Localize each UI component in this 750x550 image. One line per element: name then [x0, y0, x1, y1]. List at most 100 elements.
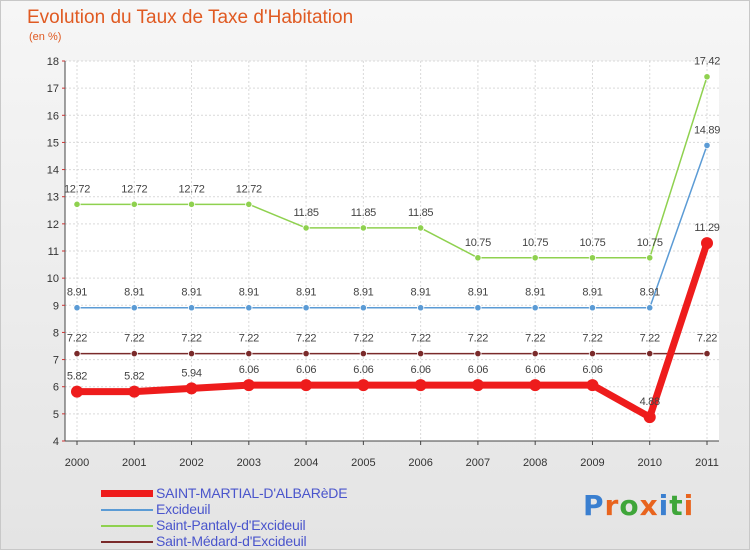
- data-label: 7.22: [468, 333, 488, 345]
- data-label: 5.94: [181, 367, 201, 379]
- x-tick-label: 2002: [179, 457, 203, 469]
- data-label: 5.82: [67, 371, 87, 383]
- data-label: 8.91: [296, 287, 316, 299]
- legend-swatch: [101, 541, 153, 543]
- x-tick-label: 2007: [466, 457, 490, 469]
- logo-letter: o: [619, 489, 640, 522]
- data-point: [245, 200, 253, 208]
- data-point: [302, 224, 310, 232]
- data-point: [703, 73, 711, 81]
- y-tick-label: 15: [47, 137, 59, 149]
- data-label: 12.72: [236, 183, 262, 195]
- data-label: 14.89: [694, 124, 720, 136]
- data-point: [414, 379, 427, 392]
- y-tick-label: 18: [47, 56, 59, 68]
- data-point: [128, 385, 141, 398]
- data-point: [531, 304, 539, 312]
- y-tick-label: 7: [53, 355, 59, 367]
- data-label: 8.91: [525, 287, 545, 299]
- y-tick-label: 10: [47, 273, 59, 285]
- data-label: 10.75: [637, 237, 663, 249]
- data-point: [701, 237, 713, 250]
- data-point: [245, 349, 253, 358]
- data-point: [531, 254, 539, 262]
- logo-letter: i: [683, 489, 695, 522]
- data-label: 8.91: [239, 287, 259, 299]
- data-point: [71, 385, 83, 398]
- series-line-excideuil: [77, 145, 708, 309]
- data-point: [130, 349, 138, 358]
- y-tick-label: 5: [53, 409, 59, 421]
- data-label: 6.06: [411, 364, 431, 376]
- data-label: 7.22: [239, 333, 259, 345]
- y-tick-label: 11: [48, 246, 59, 258]
- data-label: 8.91: [468, 287, 488, 299]
- data-label: 7.22: [525, 333, 545, 345]
- data-label: 7.22: [697, 333, 717, 345]
- y-unit-label: (en %): [29, 31, 62, 43]
- x-tick-label: 2006: [408, 457, 432, 469]
- data-label: 11.29: [694, 222, 719, 234]
- logo-letter: P: [583, 489, 605, 522]
- data-point: [471, 379, 484, 392]
- legend-swatch: [101, 525, 153, 527]
- data-point: [474, 349, 482, 358]
- x-tick-label: 2009: [580, 457, 604, 469]
- proxiti-logo[interactable]: Proxiti: [583, 489, 694, 522]
- y-tick-label: 8: [53, 327, 59, 339]
- data-label: 6.06: [582, 364, 602, 376]
- data-point: [703, 349, 711, 358]
- legend-label: Saint-Pantaly-d'Excideuil: [156, 517, 306, 533]
- data-point: [187, 349, 196, 358]
- data-point: [187, 200, 196, 208]
- data-point: [242, 379, 255, 392]
- data-point: [187, 304, 196, 312]
- data-label: 8.91: [353, 287, 373, 299]
- data-point: [417, 304, 425, 312]
- data-label: 11.85: [293, 207, 318, 219]
- legend-swatch: [101, 490, 153, 497]
- data-point: [73, 349, 81, 358]
- legend-label: Excideuil: [156, 501, 211, 517]
- data-point: [531, 349, 539, 358]
- data-label: 11.85: [408, 207, 433, 219]
- data-point: [73, 304, 81, 312]
- data-label: 8.91: [582, 287, 602, 299]
- data-label: 10.75: [465, 237, 491, 249]
- logo-letter: i: [658, 489, 670, 522]
- data-label: 6.06: [468, 364, 488, 376]
- data-point: [529, 379, 542, 392]
- logo-letter: t: [669, 489, 684, 522]
- data-point: [185, 382, 198, 395]
- data-point: [300, 379, 313, 392]
- logo-letter: x: [639, 489, 659, 522]
- data-point: [588, 349, 597, 358]
- data-point: [417, 349, 425, 358]
- data-point: [130, 200, 138, 208]
- data-label: 10.75: [579, 237, 605, 249]
- data-point: [646, 349, 654, 358]
- data-point: [245, 304, 253, 312]
- legend-label: Saint-Médard-d'Excideuil: [156, 533, 307, 549]
- data-point: [359, 224, 367, 232]
- y-tick-label: 4: [53, 436, 59, 448]
- data-point: [302, 304, 310, 312]
- x-tick-label: 2010: [637, 457, 661, 469]
- data-label: 6.06: [239, 364, 259, 376]
- x-tick-label: 2005: [351, 457, 375, 469]
- x-tick-label: 2003: [237, 457, 261, 469]
- data-point: [646, 304, 654, 312]
- data-label: 7.22: [296, 333, 316, 345]
- y-tick-label: 9: [53, 300, 59, 312]
- y-tick-label: 6: [53, 382, 59, 394]
- data-label: 8.91: [181, 287, 201, 299]
- data-point: [357, 379, 370, 392]
- data-label: 5.82: [124, 371, 144, 383]
- data-label: 7.22: [353, 333, 373, 345]
- y-tick-label: 13: [47, 192, 59, 204]
- chart-title: Evolution du Taux de Taxe d'Habitation: [27, 7, 354, 28]
- data-label: 8.91: [124, 287, 144, 299]
- data-label: 8.91: [640, 287, 660, 299]
